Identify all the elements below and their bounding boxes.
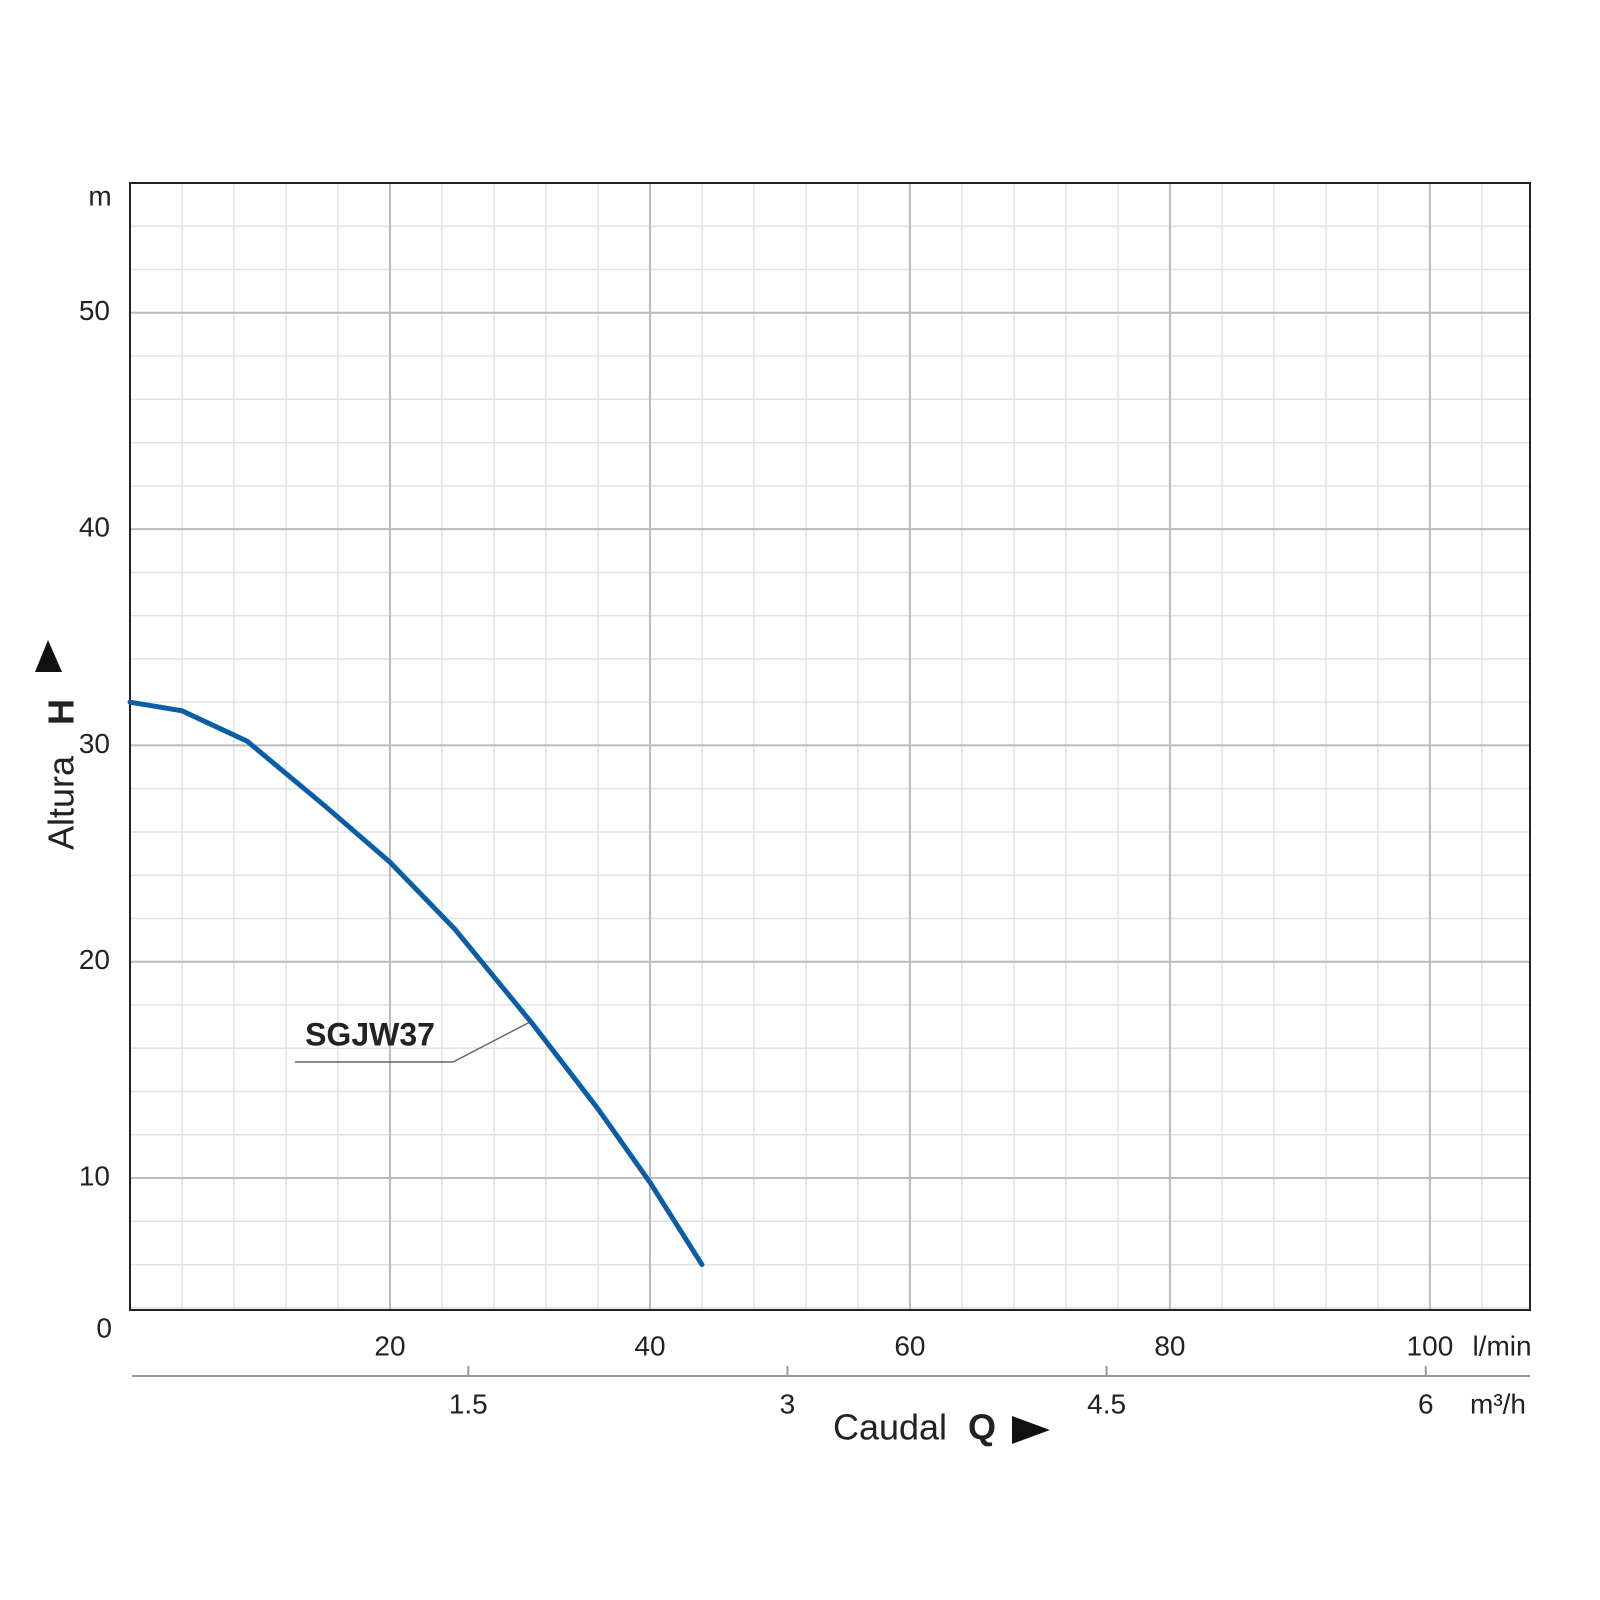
x2-tick-label: 3 — [780, 1388, 796, 1419]
x-tick-label: 60 — [894, 1330, 925, 1361]
y-tick-label: 10 — [79, 1160, 110, 1191]
series-label: SGJW37 — [305, 1016, 435, 1052]
y-tick-label: 20 — [79, 944, 110, 975]
curve — [127, 699, 705, 1268]
y-tick-label: 40 — [79, 511, 110, 542]
x-tick-label: 100 — [1407, 1330, 1454, 1361]
x-tick-label: 20 — [374, 1330, 405, 1361]
x-tick-label: 40 — [634, 1330, 665, 1361]
leader-line — [295, 1021, 531, 1063]
x-tick-label: 80 — [1154, 1330, 1185, 1361]
x-label: Caudal — [833, 1407, 947, 1448]
x2-tick-label: 6 — [1418, 1388, 1434, 1419]
x-unit: l/min — [1472, 1330, 1531, 1361]
origin-label: 0 — [96, 1312, 112, 1343]
x2-tick-label: 4.5 — [1087, 1388, 1126, 1419]
x2-tick-label: 1.5 — [449, 1388, 488, 1419]
x2-unit: m³/h — [1470, 1388, 1526, 1419]
y-tick-label: 30 — [79, 728, 110, 759]
y-label: Altura — [41, 755, 82, 850]
y-tick-label: 50 — [79, 295, 110, 326]
x-label-symbol: Q — [968, 1407, 996, 1448]
x-arrow — [1012, 1416, 1050, 1444]
y-unit: m — [88, 180, 111, 211]
plot-frame — [129, 182, 1531, 1311]
y-label-symbol: H — [41, 699, 82, 725]
y-arrow — [35, 640, 62, 672]
grid — [130, 183, 1530, 1310]
